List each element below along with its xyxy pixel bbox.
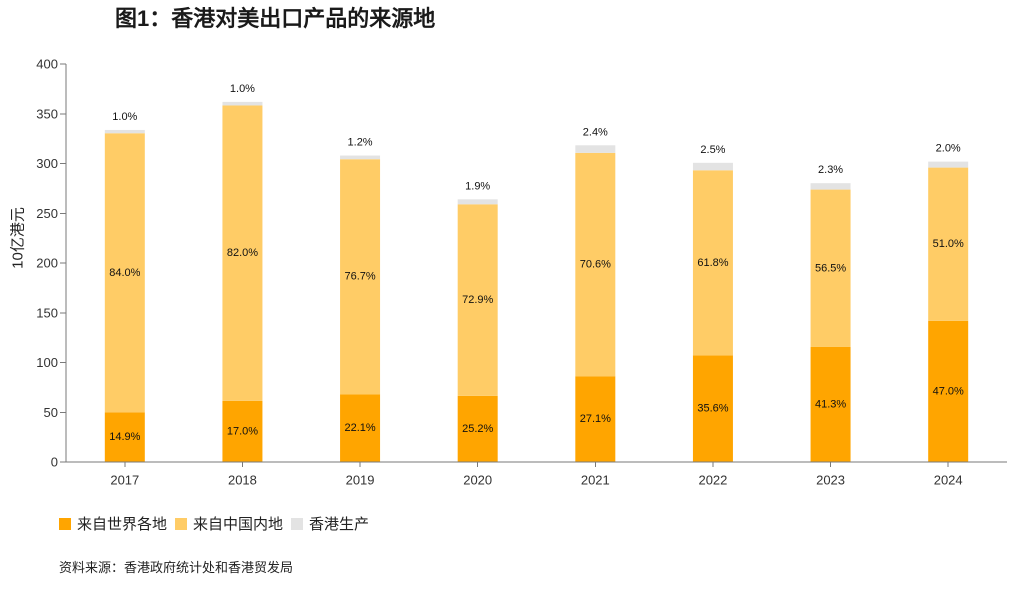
- value-label-hk-2022: 2.5%: [700, 144, 725, 156]
- y-axis-title: 10亿港元: [10, 207, 27, 269]
- value-label-world-2020: 25.2%: [462, 423, 493, 435]
- x-tick-label-2023: 2023: [816, 473, 845, 488]
- value-label-mainland-2021: 70.6%: [580, 259, 611, 271]
- bar-hk-2020: [457, 199, 498, 205]
- x-tick-label-2018: 2018: [228, 473, 257, 488]
- value-label-hk-2021: 2.4%: [583, 126, 608, 138]
- value-label-world-2024: 47.0%: [933, 385, 964, 397]
- bars-group: [104, 101, 969, 462]
- value-label-hk-2017: 1.0%: [112, 111, 137, 123]
- bar-mainland-2023: [810, 189, 851, 347]
- legend-label-mainland: 来自中国内地: [193, 516, 284, 533]
- y-tick-label-50: 50: [44, 405, 58, 420]
- y-tick-label-200: 200: [36, 256, 58, 271]
- value-label-world-2022: 35.6%: [697, 403, 728, 415]
- x-tick-label-2019: 2019: [346, 473, 375, 488]
- bar-world-2024: [928, 320, 969, 462]
- value-label-world-2017: 14.9%: [109, 431, 140, 443]
- axes-group: 0 50 100 150 200 250 300 350 400 2017 2018 2019 2020…: [36, 57, 1007, 488]
- bar-hk-2019: [340, 155, 381, 160]
- legend-label-hk: 香港生产: [309, 516, 370, 533]
- source-note: 资料来源：香港政府统计处和香港贸发局: [59, 560, 294, 575]
- legend-swatch-hk: [291, 517, 304, 530]
- value-label-world-2023: 41.3%: [815, 398, 846, 410]
- bar-mainland-2019: [340, 159, 381, 395]
- bar-hk-2024: [928, 161, 969, 168]
- legend-item-world: 来自世界各地: [59, 513, 167, 534]
- value-label-mainland-2020: 72.9%: [462, 294, 493, 306]
- bar-world-2023: [810, 346, 851, 462]
- x-tick-label-2020: 2020: [463, 473, 492, 488]
- value-label-mainland-2019: 76.7%: [344, 271, 375, 283]
- bar-world-2020: [457, 395, 498, 462]
- legend-item-hk: 香港生产: [291, 513, 369, 534]
- bar-world-2019: [340, 394, 381, 462]
- x-tick-label-2021: 2021: [581, 473, 610, 488]
- bar-mainland-2024: [928, 167, 969, 321]
- value-label-mainland-2022: 61.8%: [697, 257, 728, 269]
- bar-world-2021: [575, 376, 616, 462]
- chart-title: 图1：香港对美出口产品的来源地: [115, 6, 436, 31]
- bar-mainland-2021: [575, 152, 616, 377]
- bar-hk-2023: [810, 183, 851, 190]
- value-label-hk-2024: 2.0%: [936, 143, 961, 155]
- x-tick-label-2024: 2024: [934, 473, 963, 488]
- bar-world-2022: [692, 355, 733, 462]
- y-tick-label-250: 250: [36, 206, 58, 221]
- value-label-world-2021: 27.1%: [580, 413, 611, 425]
- value-label-world-2019: 22.1%: [344, 422, 375, 434]
- y-tick-label-0: 0: [51, 455, 58, 470]
- value-label-mainland-2024: 51.0%: [933, 238, 964, 250]
- value-label-world-2018: 17.0%: [227, 425, 258, 437]
- legend-label-world: 来自世界各地: [77, 516, 168, 533]
- value-label-mainland-2017: 84.0%: [109, 267, 140, 279]
- bar-world-2018: [222, 400, 263, 462]
- value-label-mainland-2018: 82.0%: [227, 247, 258, 259]
- legend: 来自世界各地 来自中国内地 香港生产: [59, 513, 377, 534]
- bar-hk-2017: [104, 129, 145, 134]
- y-tick-label-150: 150: [36, 305, 58, 320]
- x-tick-label-2022: 2022: [698, 473, 727, 488]
- bar-mainland-2018: [222, 105, 263, 401]
- y-tick-label-400: 400: [36, 57, 58, 72]
- legend-swatch-mainland: [175, 517, 188, 530]
- y-tick-label-300: 300: [36, 156, 58, 171]
- y-tick-label-100: 100: [36, 355, 58, 370]
- value-label-hk-2023: 2.3%: [818, 164, 843, 176]
- bar-hk-2018: [222, 101, 263, 106]
- bar-world-2017: [104, 412, 145, 462]
- value-labels-group: 14.9% 84.0% 1.0% 17.0% 82.0% 1.0% 22.1% 76.7% 1.…: [109, 83, 964, 443]
- value-label-hk-2020: 1.9%: [465, 180, 490, 192]
- y-tick-label-350: 350: [36, 106, 58, 121]
- bar-hk-2022: [692, 162, 733, 171]
- value-label-hk-2018: 1.0%: [230, 83, 255, 95]
- legend-swatch-world: [59, 517, 71, 530]
- value-label-hk-2019: 1.2%: [348, 137, 373, 149]
- bar-mainland-2017: [104, 133, 145, 413]
- legend-item-mainland: 来自中国内地: [175, 513, 283, 534]
- x-tick-label-2017: 2017: [110, 473, 139, 488]
- bar-hk-2021: [575, 145, 616, 153]
- bar-mainland-2020: [457, 204, 498, 396]
- bar-mainland-2022: [692, 170, 733, 356]
- value-label-mainland-2023: 56.5%: [815, 262, 846, 274]
